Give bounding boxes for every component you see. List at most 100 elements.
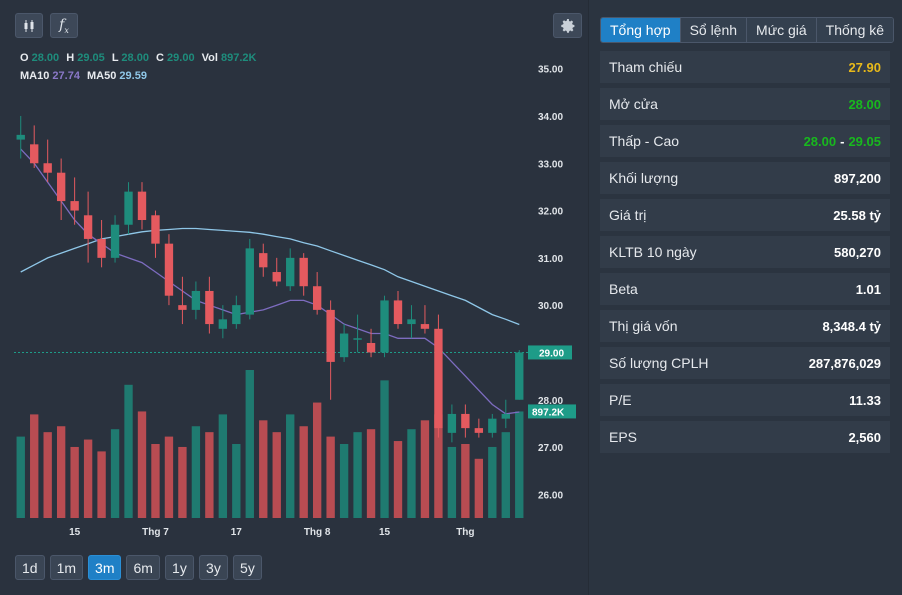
open-label: O xyxy=(20,52,29,64)
fx-sub: x xyxy=(64,25,69,35)
stat-row-beta: Beta 1.01 xyxy=(600,273,890,305)
volume-bar xyxy=(474,458,484,518)
volume-bar xyxy=(286,414,295,518)
stat-label: KLTB 10 ngày xyxy=(609,244,697,260)
range-separator: - xyxy=(840,133,845,149)
volume-value: 897.2K xyxy=(220,52,257,64)
chart-settings-button[interactable] xyxy=(553,13,582,38)
candle-body xyxy=(488,418,497,433)
volume-bar xyxy=(151,444,160,518)
volume-bar xyxy=(30,414,39,518)
volume-bar xyxy=(110,429,120,518)
volume-bar xyxy=(97,451,106,518)
tab-so-lenh[interactable]: Sổ lệnh xyxy=(680,18,748,42)
candle-body xyxy=(299,257,308,287)
x-tick-label: 15 xyxy=(379,527,391,538)
stat-label: EPS xyxy=(609,429,638,445)
stat-row-eps: EPS 2,560 xyxy=(600,421,890,453)
price-chart[interactable]: 35.00 34.00 33.00 32.00 31.00 30.00 29.00 28.00… xyxy=(0,0,588,545)
stat-row-thi-gia-von: Thị giá vốn 8,348.4 tỷ xyxy=(600,310,890,342)
stats-list: Tham chiếu 27.90 Mở cửa 28.00 Thấp - Cao… xyxy=(600,51,890,458)
x-tick-label: 15 xyxy=(69,527,81,538)
volume-bar xyxy=(447,446,457,518)
ma10-value: 27.74 xyxy=(52,70,80,82)
candle-body xyxy=(474,428,484,433)
fx-label: f xyxy=(59,16,65,33)
ma10-line xyxy=(20,148,520,415)
gear-icon xyxy=(560,18,576,34)
stats-tabs: Tổng hợp Sổ lệnh Mức giá Thống kê xyxy=(600,17,895,43)
volume-bar xyxy=(191,426,201,518)
range-6m-button[interactable]: 6m xyxy=(126,555,160,580)
stat-label: Giá trị xyxy=(609,207,647,223)
last-volume-tag xyxy=(528,404,576,419)
function-icon: fx xyxy=(59,17,69,35)
stat-value: 2,560 xyxy=(848,429,881,445)
indicators-button[interactable]: fx xyxy=(50,13,78,38)
volume-bar xyxy=(70,446,79,518)
stat-label: Số lượng CPLH xyxy=(609,355,709,371)
candle-body xyxy=(272,272,281,282)
tab-tong-hop[interactable]: Tổng hợp xyxy=(601,18,681,42)
candle-body xyxy=(259,253,268,268)
stat-label: Thị giá vốn xyxy=(609,318,678,334)
candle-body xyxy=(43,163,52,173)
candle-body xyxy=(151,215,160,244)
stat-label: Tham chiếu xyxy=(609,59,683,75)
volume-bar xyxy=(16,436,25,518)
volume-bar xyxy=(56,426,66,518)
volume-bar xyxy=(407,429,416,518)
y-tick-label: 27.00 xyxy=(538,443,563,454)
volume-label: Vol xyxy=(201,52,218,64)
low-value: 28.00 xyxy=(121,52,149,64)
tab-muc-gia[interactable]: Mức giá xyxy=(747,18,817,42)
stat-row-tham-chieu: Tham chiếu 27.90 xyxy=(600,51,890,83)
volume-bar xyxy=(124,384,133,518)
ma-legend: MA10 27.74 MA50 29.59 xyxy=(20,70,147,82)
chart-panel: 35.00 34.00 33.00 32.00 31.00 30.00 29.00 28.00… xyxy=(0,0,588,580)
close-label: C xyxy=(156,52,164,64)
candle-body xyxy=(56,172,66,202)
volume-bar xyxy=(272,432,281,518)
stat-value: 1.01 xyxy=(855,281,881,297)
chart-type-button[interactable] xyxy=(15,13,43,38)
candle-body xyxy=(110,224,120,258)
stat-row-thap-cao: Thấp - Cao 28.00-29.05 xyxy=(600,125,890,157)
high-label: H xyxy=(66,52,75,64)
volume-bar xyxy=(205,432,214,518)
range-1y-button[interactable]: 1y xyxy=(164,555,194,580)
volume-bar xyxy=(326,436,335,518)
x-tick-label: Thg xyxy=(456,527,474,538)
tab-thong-ke[interactable]: Thống kê xyxy=(816,18,894,42)
x-tick-label: 17 xyxy=(231,527,243,538)
high-value: 29.05 xyxy=(77,52,105,64)
volume-bar xyxy=(353,432,362,518)
volume-bar xyxy=(83,439,93,518)
range-1m-button[interactable]: 1m xyxy=(49,555,84,580)
candle-body xyxy=(137,191,147,221)
y-tick-label: 33.00 xyxy=(538,159,563,170)
candle-body xyxy=(380,300,389,353)
range-1d-button[interactable]: 1d xyxy=(15,555,45,580)
y-tick-label: 32.00 xyxy=(538,207,563,218)
range-3y-button[interactable]: 3y xyxy=(198,555,228,580)
range-3m-button[interactable]: 3m xyxy=(88,555,122,580)
stat-row-mo-cua: Mở cửa 28.00 xyxy=(600,88,890,120)
open-value: 28.00 xyxy=(31,52,60,64)
stat-value: 580,270 xyxy=(834,244,881,260)
stats-panel: Tổng hợp Sổ lệnh Mức giá Thống kê Tham c… xyxy=(588,0,902,595)
candle-body xyxy=(501,413,510,419)
volume-bar xyxy=(488,446,497,518)
candle-body xyxy=(30,144,39,164)
candle-body xyxy=(124,191,133,225)
candle-body xyxy=(97,238,106,258)
volume-bar xyxy=(312,402,322,518)
candle-body xyxy=(245,248,254,315)
stat-row-gia-tri: Giá trị 25.58 tỷ xyxy=(600,199,890,231)
volume-bar xyxy=(380,380,389,518)
x-tick-label: Thg 7 xyxy=(142,527,169,538)
range-5y-button[interactable]: 5y xyxy=(232,555,262,580)
y-tick-label: 35.00 xyxy=(538,65,563,76)
volume-bar xyxy=(501,432,510,518)
volume-bar xyxy=(164,436,174,518)
